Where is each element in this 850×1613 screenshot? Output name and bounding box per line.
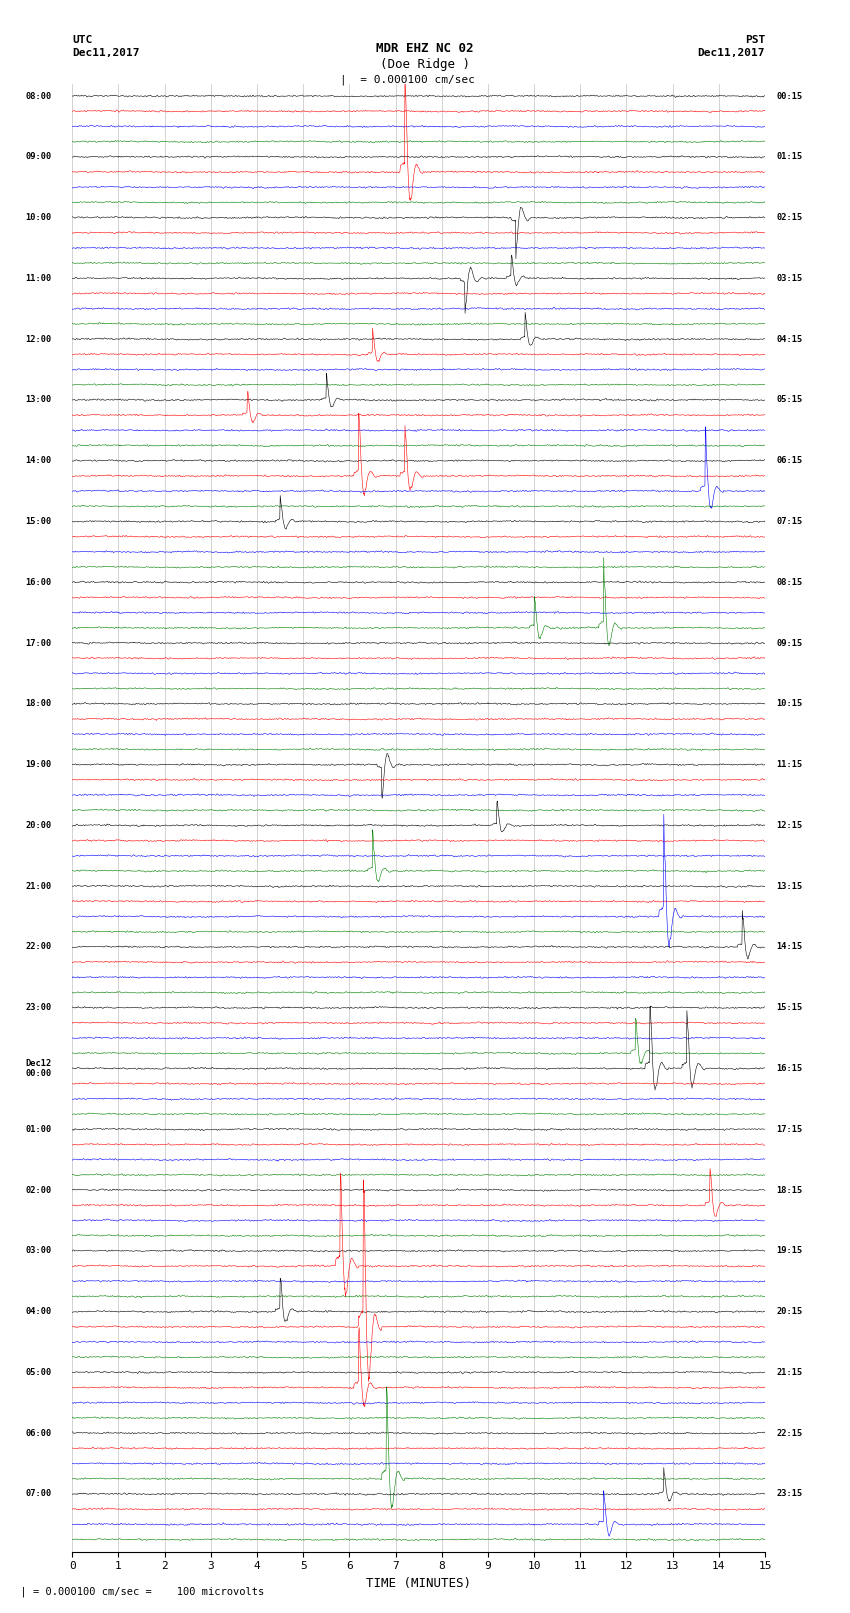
Text: 03:00: 03:00 <box>26 1247 52 1255</box>
Text: 16:00: 16:00 <box>26 577 52 587</box>
Text: 15:00: 15:00 <box>26 518 52 526</box>
Text: 00:15: 00:15 <box>777 92 802 100</box>
Text: 19:15: 19:15 <box>777 1247 802 1255</box>
Text: 02:15: 02:15 <box>777 213 802 223</box>
Text: 10:15: 10:15 <box>777 700 802 708</box>
Text: 08:15: 08:15 <box>777 577 802 587</box>
Text: 14:00: 14:00 <box>26 456 52 465</box>
Text: 20:15: 20:15 <box>777 1307 802 1316</box>
Text: 10:00: 10:00 <box>26 213 52 223</box>
Text: 22:15: 22:15 <box>777 1429 802 1437</box>
Text: 18:15: 18:15 <box>777 1186 802 1195</box>
Text: 02:00: 02:00 <box>26 1186 52 1195</box>
Text: 07:00: 07:00 <box>26 1489 52 1498</box>
Text: Dec11,2017: Dec11,2017 <box>72 48 139 58</box>
X-axis label: TIME (MINUTES): TIME (MINUTES) <box>366 1578 471 1590</box>
Text: 11:00: 11:00 <box>26 274 52 282</box>
Text: 21:15: 21:15 <box>777 1368 802 1378</box>
Text: 11:15: 11:15 <box>777 760 802 769</box>
Text: 01:15: 01:15 <box>777 152 802 161</box>
Text: 08:00: 08:00 <box>26 92 52 100</box>
Text: 12:15: 12:15 <box>777 821 802 829</box>
Text: 14:15: 14:15 <box>777 942 802 952</box>
Text: 13:15: 13:15 <box>777 882 802 890</box>
Text: | = 0.000100 cm/sec =    100 microvolts: | = 0.000100 cm/sec = 100 microvolts <box>8 1586 264 1597</box>
Text: 12:00: 12:00 <box>26 334 52 344</box>
Text: 06:00: 06:00 <box>26 1429 52 1437</box>
Text: 17:15: 17:15 <box>777 1124 802 1134</box>
Text: 09:00: 09:00 <box>26 152 52 161</box>
Text: |  = 0.000100 cm/sec: | = 0.000100 cm/sec <box>341 74 475 85</box>
Text: 03:15: 03:15 <box>777 274 802 282</box>
Text: 22:00: 22:00 <box>26 942 52 952</box>
Text: 04:00: 04:00 <box>26 1307 52 1316</box>
Text: 01:00: 01:00 <box>26 1124 52 1134</box>
Text: 05:00: 05:00 <box>26 1368 52 1378</box>
Text: (Doe Ridge ): (Doe Ridge ) <box>380 58 470 71</box>
Text: 23:15: 23:15 <box>777 1489 802 1498</box>
Text: Dec12
00:00: Dec12 00:00 <box>26 1058 52 1077</box>
Text: Dec11,2017: Dec11,2017 <box>698 48 765 58</box>
Text: 17:00: 17:00 <box>26 639 52 647</box>
Text: 07:15: 07:15 <box>777 518 802 526</box>
Text: 16:15: 16:15 <box>777 1065 802 1073</box>
Text: 20:00: 20:00 <box>26 821 52 829</box>
Text: 23:00: 23:00 <box>26 1003 52 1013</box>
Text: PST: PST <box>745 35 765 45</box>
Text: 18:00: 18:00 <box>26 700 52 708</box>
Text: MDR EHZ NC 02: MDR EHZ NC 02 <box>377 42 473 55</box>
Text: 06:15: 06:15 <box>777 456 802 465</box>
Text: 09:15: 09:15 <box>777 639 802 647</box>
Text: 21:00: 21:00 <box>26 882 52 890</box>
Text: 04:15: 04:15 <box>777 334 802 344</box>
Text: 19:00: 19:00 <box>26 760 52 769</box>
Text: UTC: UTC <box>72 35 93 45</box>
Text: 05:15: 05:15 <box>777 395 802 405</box>
Text: 15:15: 15:15 <box>777 1003 802 1013</box>
Text: 13:00: 13:00 <box>26 395 52 405</box>
